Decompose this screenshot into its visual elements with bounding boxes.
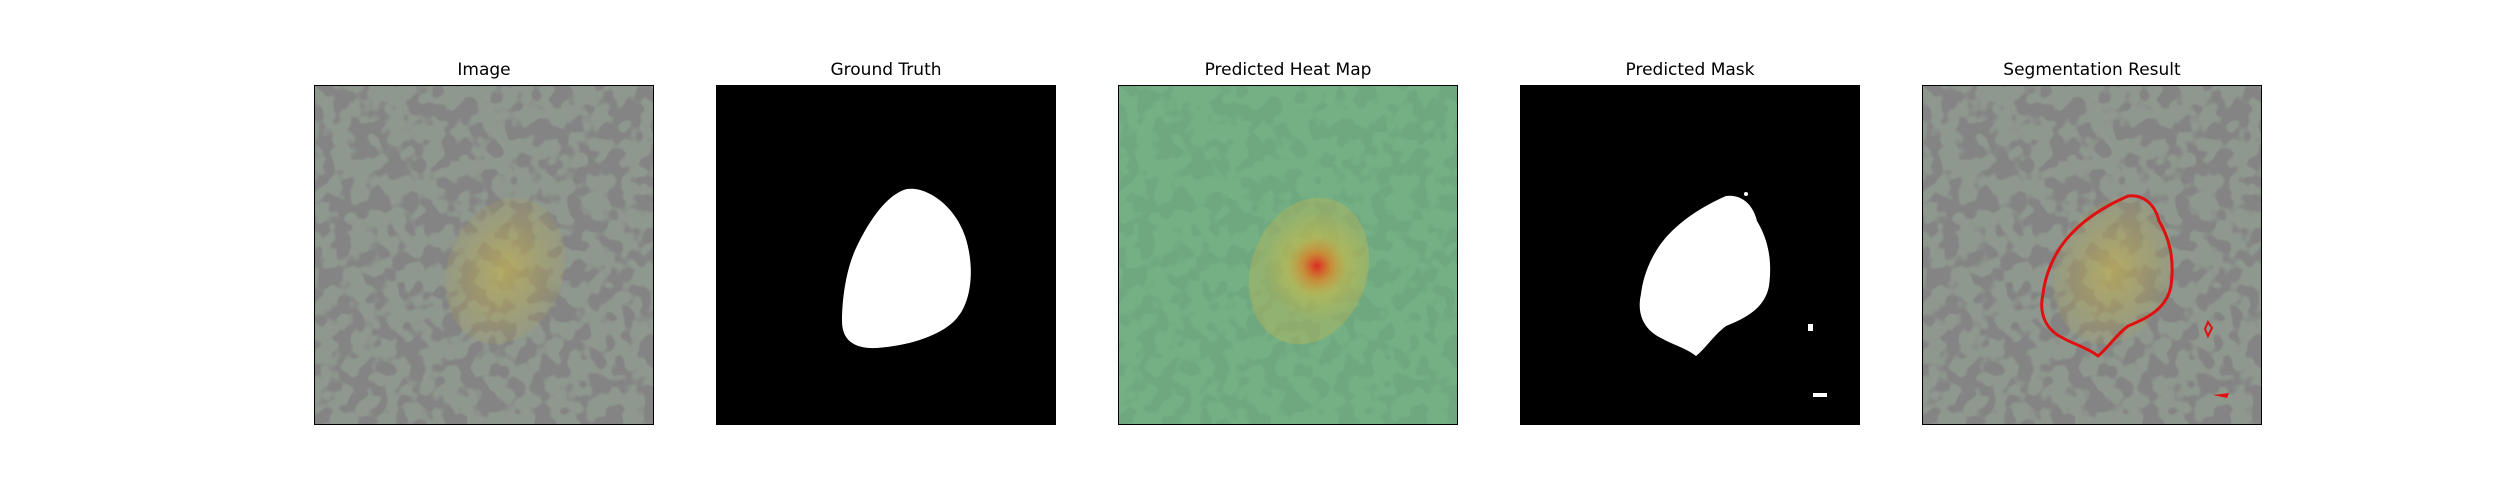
segmentation-overlay <box>1923 86 2261 424</box>
panel-title: Predicted Heat Map <box>1204 60 1372 80</box>
image-frame <box>314 85 654 425</box>
panel-title: Image <box>457 60 511 80</box>
ground-truth-mask <box>717 86 1055 424</box>
heat-map-frame <box>1118 85 1458 425</box>
predicted-mask <box>1521 86 1859 424</box>
panel-ground-truth: Ground Truth <box>716 0 1056 500</box>
dermoscopy-image <box>315 86 653 424</box>
panel-segmentation-result: Segmentation Result <box>1922 0 2262 500</box>
heat-map <box>1119 86 1457 424</box>
panel-image: Image <box>314 0 654 500</box>
panel-heat-map: Predicted Heat Map <box>1118 0 1458 500</box>
ground-truth-frame <box>716 85 1056 425</box>
panel-title: Segmentation Result <box>2003 60 2181 80</box>
predicted-mask-frame <box>1520 85 1860 425</box>
panel-predicted-mask: Predicted Mask <box>1520 0 1860 500</box>
panel-title: Ground Truth <box>830 60 942 80</box>
segmentation-frame <box>1922 85 2262 425</box>
panel-title: Predicted Mask <box>1625 60 1755 80</box>
